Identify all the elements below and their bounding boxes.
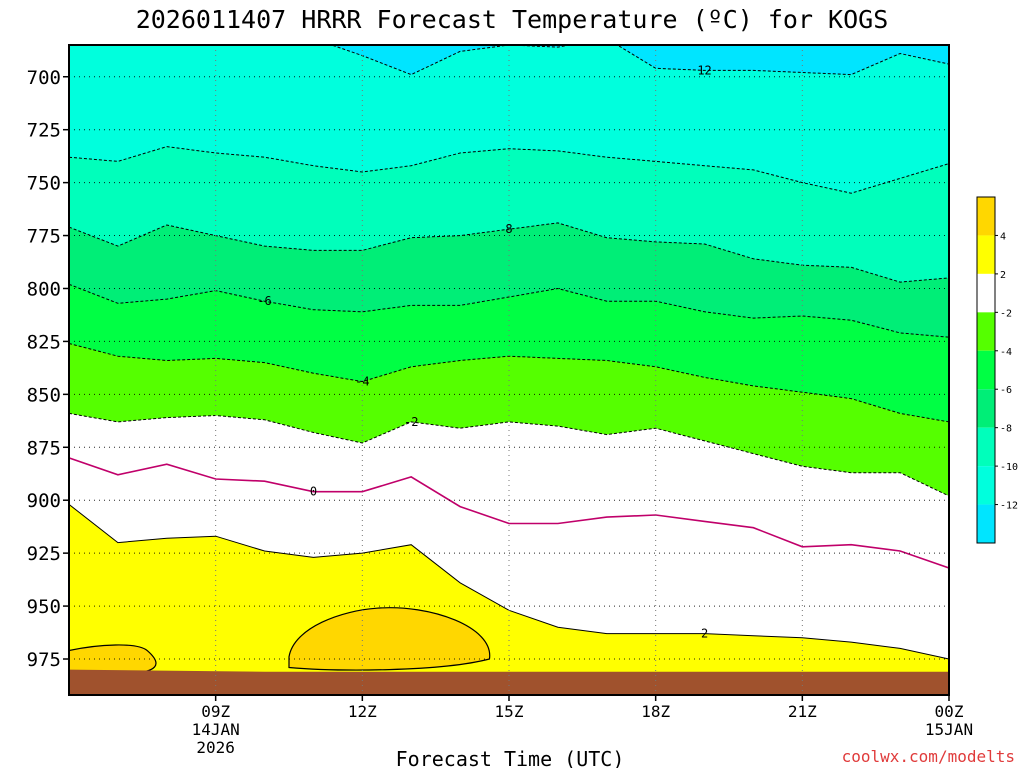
contour-labels: 12 8 -6 -4 -2 0 2 xyxy=(257,63,711,640)
contour-label: -6 xyxy=(257,294,271,308)
band-plus-2-to-plus-4 xyxy=(69,504,949,695)
colorbar-frame xyxy=(976,196,996,544)
y-tick-label: 700 xyxy=(27,67,61,89)
y-tick-label: 875 xyxy=(27,437,61,459)
colorbar-swatch xyxy=(977,427,995,467)
colorbar-swatch xyxy=(977,312,995,351)
colorbar-label: -8 xyxy=(1000,424,1012,435)
y-tick-label: 975 xyxy=(27,649,61,671)
y-tick-label: 925 xyxy=(27,543,61,565)
y-tick-label: 825 xyxy=(27,331,61,353)
colorbar-swatch xyxy=(977,389,995,428)
y-tick-label: 850 xyxy=(27,384,61,406)
x-tick-label: 15JAN xyxy=(925,720,973,739)
y-tick-label: 750 xyxy=(27,173,61,195)
contour-label: 2 xyxy=(701,627,708,641)
contour-label: 12 xyxy=(697,63,711,77)
warm-pocket-12z xyxy=(288,607,491,671)
y-axis: 700 725 750 775 800 825 850 875 900 925 950 975 xyxy=(27,67,69,671)
contour-label: 0 xyxy=(310,485,317,499)
colorbar-label: -4 xyxy=(1000,347,1012,358)
colorbar-label: -6 xyxy=(1000,385,1012,396)
plot-area xyxy=(69,45,949,695)
colorbar-label: 4 xyxy=(1000,231,1006,242)
x-axis-label: Forecast Time (UTC) xyxy=(396,747,625,768)
colorbar-swatch xyxy=(977,504,995,543)
x-tick-label: 00Z xyxy=(935,702,964,721)
colorbar-swatch xyxy=(977,197,995,236)
x-tick-label: 15Z xyxy=(495,702,524,721)
x-tick-label: 18Z xyxy=(641,702,670,721)
x-tick-label: 14JAN xyxy=(192,720,240,739)
y-tick-label: 950 xyxy=(27,596,61,618)
y-tick-label: 775 xyxy=(27,226,61,248)
contour-line-0 xyxy=(69,457,949,569)
colorbar-swatch xyxy=(977,350,995,390)
colorbar-label: -12 xyxy=(1000,501,1018,512)
colorbar-label: -10 xyxy=(1000,462,1018,473)
x-tick-label: 09Z xyxy=(201,702,230,721)
colorbar-label: -2 xyxy=(1000,308,1012,319)
gridlines xyxy=(69,45,950,695)
warm-pocket-07z xyxy=(69,644,157,675)
contour-line-minus-4 xyxy=(69,343,949,423)
colorbar-label: 2 xyxy=(1000,270,1006,281)
colorbar-swatch xyxy=(977,466,995,505)
contour-line-minus-10 xyxy=(69,146,949,194)
credit-link[interactable]: coolwx.com/modelts xyxy=(842,747,1015,766)
y-tick-label: 900 xyxy=(27,490,61,512)
y-tick-label: 800 xyxy=(27,278,61,300)
colorbar: 4 2 -2 -4 -6 -8 -10 -12 xyxy=(976,196,1018,544)
colorbar-swatch xyxy=(977,273,995,313)
contour-label: -2 xyxy=(404,415,418,429)
x-tick-label: 12Z xyxy=(348,702,377,721)
y-tick-label: 725 xyxy=(27,120,61,142)
contour-label: -4 xyxy=(355,375,369,389)
x-tick-label: 2026 xyxy=(196,738,235,757)
x-tick-label: 21Z xyxy=(788,702,817,721)
surface-ground xyxy=(69,669,949,695)
chart-title: 2026011407 HRRR Forecast Temperature (ºC… xyxy=(136,5,889,34)
colorbar-swatch xyxy=(977,235,995,274)
contour-label: 8 xyxy=(505,222,512,236)
